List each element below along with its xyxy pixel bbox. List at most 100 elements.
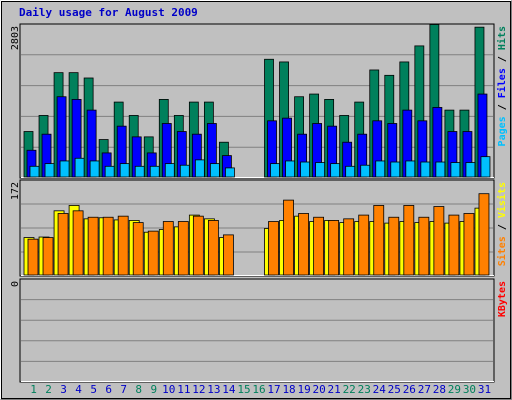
x-tick-label: 24 [373,383,387,396]
x-tick-label: 30 [463,383,476,396]
bar-pages-day-29 [450,162,461,178]
x-tick-label: 7 [120,383,127,396]
bar-sites-day-26 [403,205,415,276]
legend-separator: / [497,98,508,116]
x-tick-label: 28 [433,383,446,396]
bar-sites-day-19 [298,213,309,276]
bar-pages-day-6 [104,165,115,178]
bar-sites-day-17 [268,221,279,276]
chart-panels: 2803 Pages / Files / Hits 172 Sites / Visit… [10,23,508,383]
panel-legend: KBytes [497,281,508,317]
legend-item-visits: Visits [496,182,508,218]
x-tick-label: 13 [207,383,220,396]
bar-pages-day-1 [29,165,40,178]
bar-pages-day-18 [285,160,295,178]
legend-item-pages: Pages [497,116,508,146]
bar-sites-day-11 [177,221,189,276]
x-tick-label: 21 [328,383,341,396]
y-max-label: 172 [10,182,21,200]
x-tick-label: 29 [448,383,461,396]
y-max-label: 2803 [10,26,21,50]
x-tick-label: 17 [267,383,280,396]
x-tick-label: 31 [478,383,491,396]
bar-sites-day-30 [463,213,475,276]
bar-pages-day-23 [360,164,371,178]
bar-pages-day-20 [315,162,326,178]
x-axis-labels: 1 2 3 4 5 6 7 8 9 10 11 12 13 14 15 16 17 18 19 20 21 22 23 24 2… [30,383,491,396]
bar-sites-day-31 [478,193,490,276]
bar-pages-day-30 [465,162,476,178]
panel-kbytes: 0 KBytes [10,278,508,383]
x-tick-label: 12 [192,383,205,396]
bar-pages-day-10 [164,163,175,178]
bar-sites-day-18 [283,199,294,276]
x-tick-label: 18 [282,383,295,396]
bar-pages-day-4 [74,157,85,178]
bar-sites-day-8 [132,222,144,276]
x-tick-label: 26 [403,383,416,396]
chart-title: Daily usage for August 2009 [19,6,198,19]
x-tick-label: 3 [60,383,67,396]
bar-pages-day-24 [375,160,386,178]
bar-sites-day-20 [313,216,325,276]
y-max-label: 0 [10,281,21,287]
bar-pages-day-7 [119,163,130,178]
x-tick-label: 25 [388,383,401,396]
x-tick-label: 19 [297,383,310,396]
bar-pages-day-25 [390,161,401,178]
bar-pages-day-2 [44,163,55,178]
bar-sites-day-10 [162,221,174,276]
x-tick-label: 27 [418,383,431,396]
x-tick-label: 4 [75,383,82,396]
bars-hits-files-pages [23,24,491,178]
x-tick-label: 16 [252,383,265,396]
bar-pages-day-9 [149,165,160,178]
bar-pages-day-3 [59,160,70,178]
x-tick-label: 2 [45,383,52,396]
bar-sites-day-13 [207,220,219,276]
bar-pages-day-11 [179,164,190,178]
x-tick-label: 15 [237,383,250,396]
bar-sites-day-23 [358,214,370,276]
bar-sites-day-5 [87,216,99,276]
legend-separator: / [497,50,508,68]
bar-pages-day-19 [300,161,310,178]
bar-pages-day-21 [330,163,341,178]
bar-sites-day-14 [223,234,234,276]
bar-sites-day-25 [388,216,400,276]
x-tick-label: 23 [358,383,371,396]
bar-pages-day-26 [405,160,416,178]
x-tick-label: 10 [162,383,175,396]
bar-pages-day-28 [435,161,446,178]
x-tick-label: 11 [177,383,190,396]
bar-pages-day-14 [225,167,235,178]
legend-separator: / [497,218,508,236]
legend-item-files: Files [496,68,508,98]
bar-pages-day-8 [134,165,145,178]
bar-sites-day-3 [57,213,69,276]
bar-pages-day-31 [480,156,491,178]
panel-legend: Sites / Visits [496,182,508,266]
bar-pages-day-13 [209,163,220,178]
bar-sites-day-21 [328,220,340,276]
panel-box [19,278,495,383]
legend-item-sites: Sites [496,236,508,266]
bar-sites-day-9 [147,230,159,276]
bar-sites-day-28 [433,206,445,276]
bar-sites-day-2 [42,237,54,276]
bar-sites-day-22 [343,218,355,276]
bar-pages-day-27 [420,161,431,178]
bar-pages-day-12 [194,159,205,178]
bar-sites-day-12 [192,215,204,276]
x-tick-label: 9 [150,383,157,396]
x-tick-label: 6 [105,383,112,396]
panel-legend: Pages / Files / Hits [496,26,508,146]
bar-sites-day-7 [117,215,129,276]
bar-sites-day-27 [418,216,430,276]
bar-pages-day-17 [270,163,280,178]
bar-sites-day-6 [102,216,114,276]
bars-visits-sites [23,193,490,276]
x-tick-label: 5 [90,383,97,396]
